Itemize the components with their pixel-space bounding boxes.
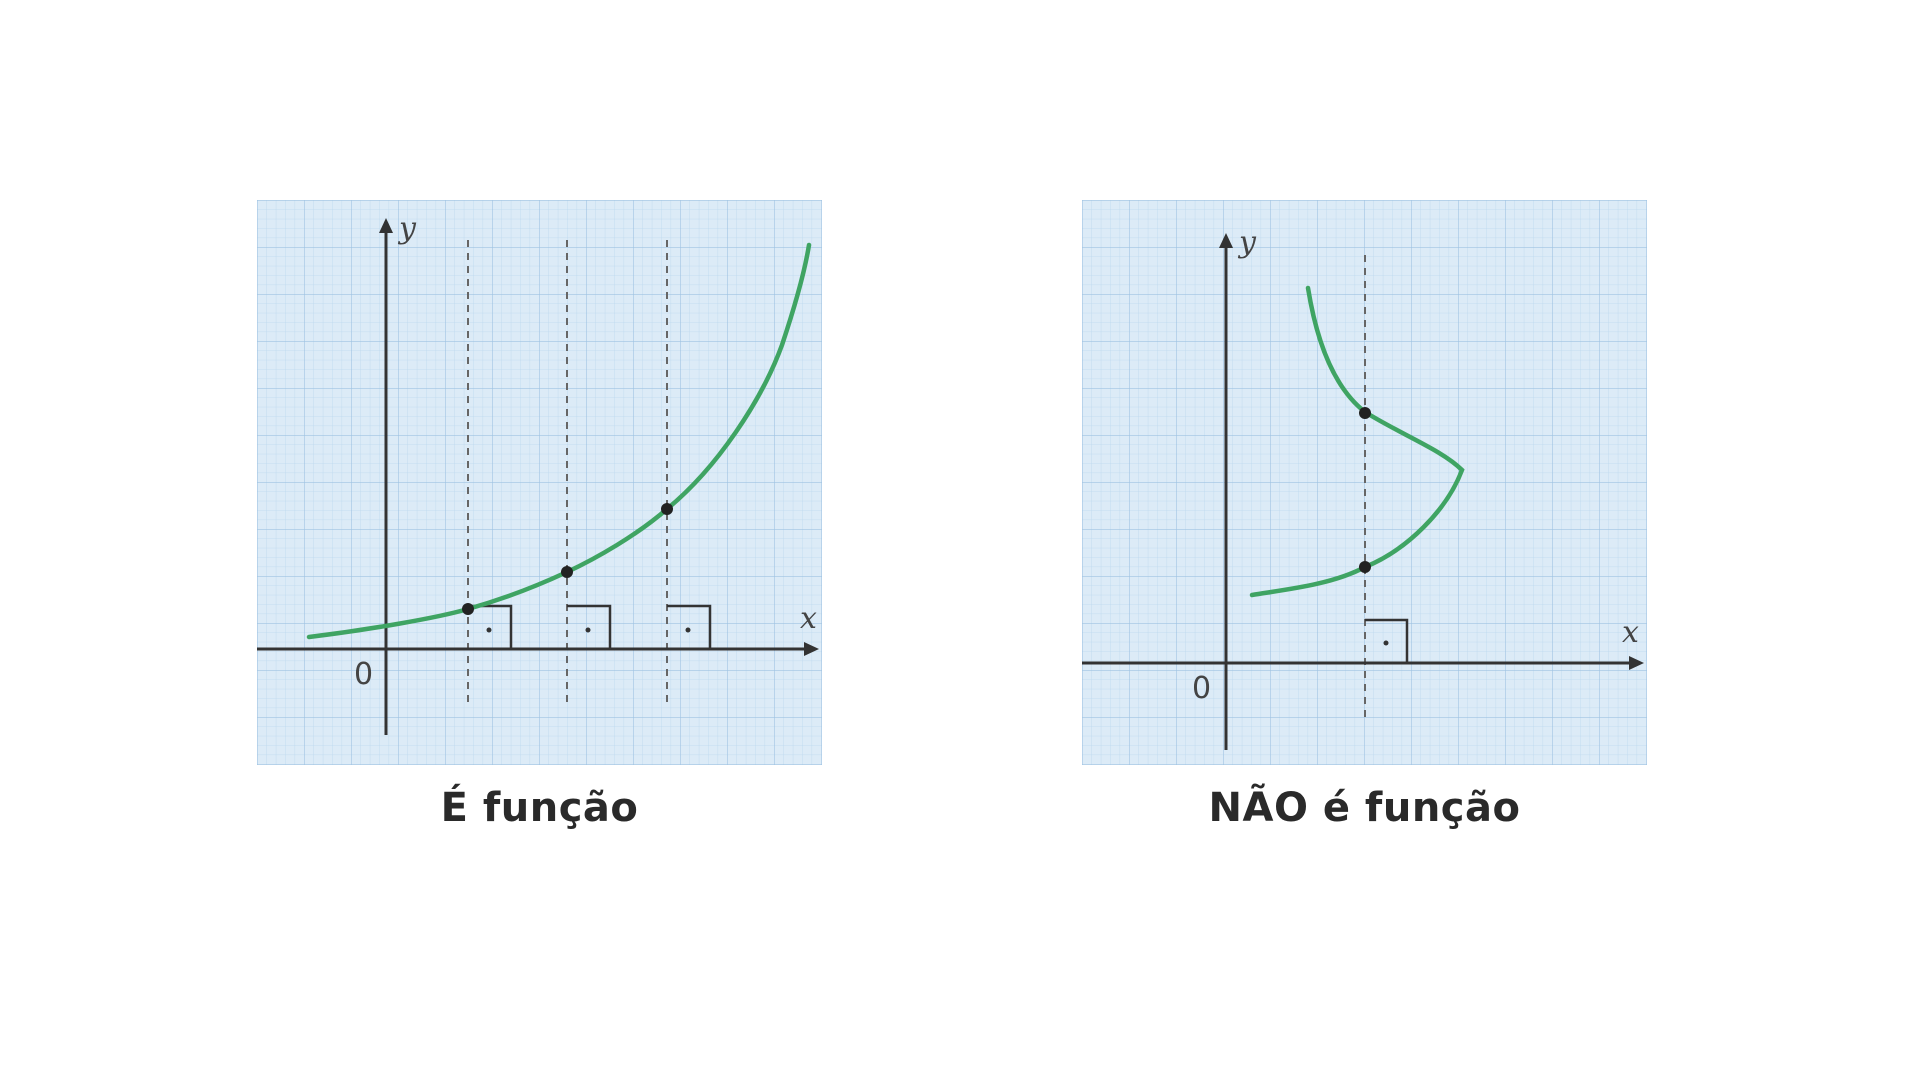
y-axis-arrow bbox=[379, 218, 393, 233]
right-angle-mark-3 bbox=[667, 604, 712, 649]
x-axis-arrow bbox=[1629, 656, 1644, 670]
right-angle-mark-2 bbox=[567, 604, 612, 649]
origin-label: 0 bbox=[1192, 671, 1211, 706]
x-axis-label: x bbox=[1622, 615, 1639, 650]
function-curve bbox=[306, 242, 812, 640]
graph-not-function-canvas: y x 0 bbox=[1082, 200, 1647, 765]
intersection-point-2 bbox=[561, 566, 573, 578]
intersection-point-3 bbox=[661, 503, 673, 515]
y-axis-label: y bbox=[1237, 225, 1257, 260]
y-axis-arrow bbox=[1219, 233, 1233, 248]
caption-function: É função bbox=[440, 785, 639, 831]
graph-function: y x 0 bbox=[257, 200, 822, 765]
right-angle-dot-1 bbox=[486, 627, 492, 633]
y-axis-label: y bbox=[397, 211, 417, 246]
x-axis-label: x bbox=[800, 601, 817, 636]
origin-label: 0 bbox=[354, 657, 373, 692]
right-angle-dot bbox=[1383, 640, 1389, 646]
graph-function-canvas: y x 0 bbox=[257, 200, 822, 765]
caption-not-function: NÃO é função bbox=[1208, 785, 1521, 831]
x-axis-arrow bbox=[804, 642, 819, 656]
right-angle-dot-2 bbox=[585, 627, 591, 633]
grid-lines bbox=[257, 200, 822, 765]
intersection-point-1 bbox=[462, 603, 474, 615]
right-angle-mark bbox=[1365, 618, 1409, 663]
relation-curve bbox=[1249, 285, 1465, 598]
graph-not-function: y x 0 bbox=[1082, 200, 1647, 765]
intersection-point-upper bbox=[1359, 407, 1371, 419]
right-angle-dot-3 bbox=[685, 627, 691, 633]
intersection-point-lower bbox=[1359, 561, 1371, 573]
